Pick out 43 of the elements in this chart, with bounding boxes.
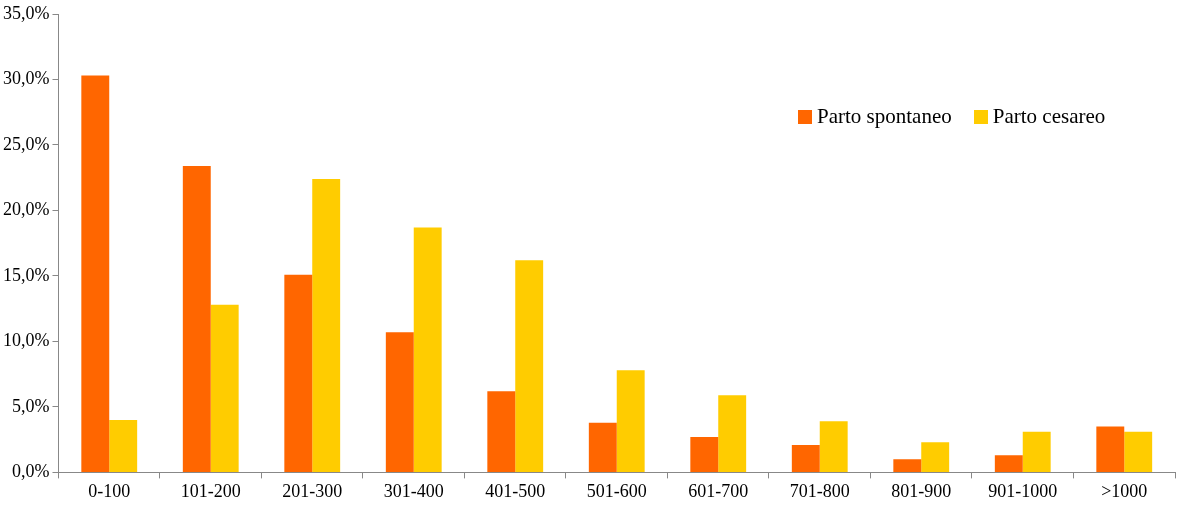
- x-tick-label: 301-400: [383, 480, 444, 501]
- bar: [921, 442, 950, 472]
- bar: [210, 304, 239, 472]
- y-tick-label: 30,0%: [2, 68, 50, 89]
- x-tick-label: 701-800: [789, 480, 850, 501]
- bar: [994, 455, 1023, 472]
- bar: [616, 370, 645, 472]
- bar: [385, 332, 414, 472]
- x-tick-label: 601-700: [688, 480, 749, 501]
- x-tick-label: 501-600: [586, 480, 647, 501]
- legend-label: Parto cesareo: [992, 104, 1106, 129]
- bar: [893, 459, 922, 472]
- y-tick-label: 0,0%: [11, 461, 50, 482]
- bar: [182, 165, 211, 472]
- bar: [312, 179, 341, 472]
- y-tick-label: 15,0%: [2, 264, 50, 285]
- x-tick-label: >1000: [1101, 480, 1148, 501]
- bar: [1096, 426, 1125, 472]
- bar: [413, 227, 442, 472]
- x-tick-label: 201-300: [282, 480, 343, 501]
- bar: [1124, 431, 1153, 472]
- bar: [791, 444, 820, 472]
- y-tick-label: 10,0%: [2, 330, 50, 351]
- bar: [515, 260, 544, 472]
- x-tick-label: 901-1000: [988, 480, 1058, 501]
- bar: [487, 391, 516, 472]
- bar: [1022, 431, 1051, 472]
- y-tick-label: 5,0%: [11, 395, 50, 416]
- y-tick-label: 35,0%: [2, 2, 50, 23]
- bar: [81, 75, 110, 472]
- x-tick-label: 0-100: [88, 480, 131, 501]
- bar: [284, 274, 313, 472]
- bar: [690, 437, 719, 472]
- legend-label: Parto spontaneo: [817, 104, 952, 129]
- x-tick-label: 101-200: [180, 480, 241, 501]
- y-tick-label: 20,0%: [2, 199, 50, 220]
- x-tick-label: 401-500: [485, 480, 546, 501]
- bar: [109, 420, 138, 472]
- bar: [588, 422, 617, 472]
- y-tick-label: 25,0%: [2, 133, 50, 154]
- bar: [819, 421, 848, 472]
- x-tick-label: 801-900: [891, 480, 952, 501]
- bar: [718, 395, 747, 472]
